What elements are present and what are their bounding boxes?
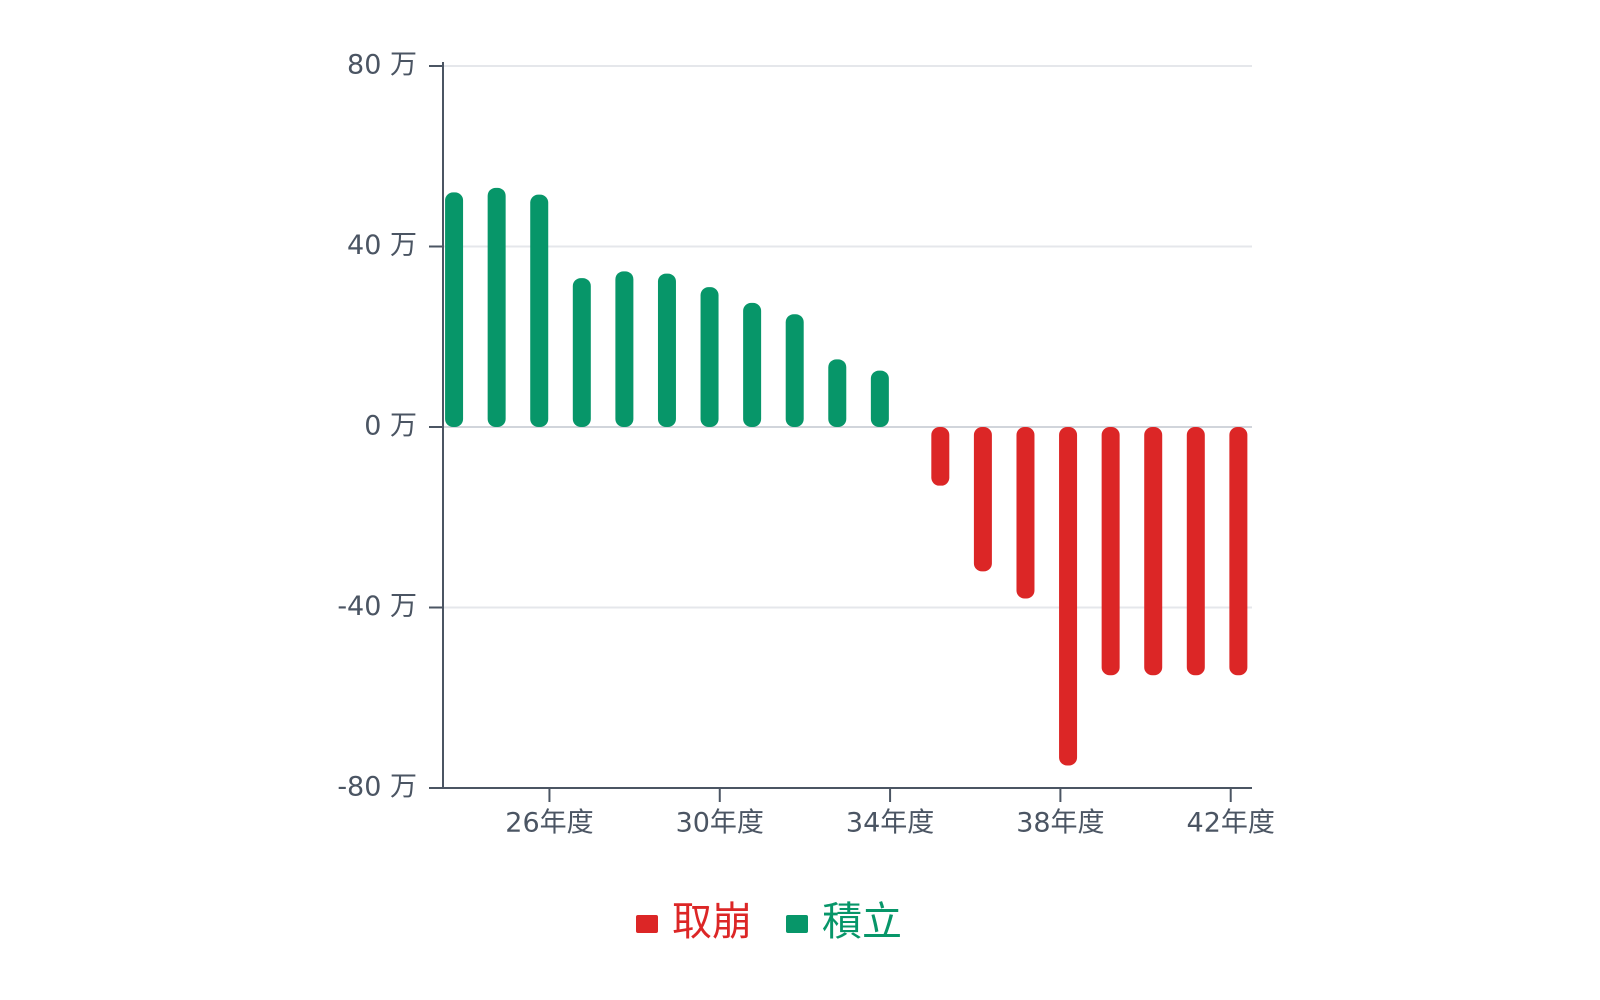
bar <box>445 192 464 427</box>
y-tick-label: -80 万 <box>337 772 417 803</box>
bar <box>1016 427 1035 599</box>
bar <box>615 271 634 427</box>
bar <box>870 370 889 427</box>
bar <box>487 187 506 427</box>
bar <box>1059 427 1078 766</box>
bar <box>1229 427 1248 676</box>
x-tick-label: 26年度 <box>505 808 593 839</box>
bar <box>1101 427 1120 676</box>
y-tick-label: 0 万 <box>364 411 417 442</box>
y-tick-label: 40 万 <box>347 230 417 261</box>
x-tick-label: 30年度 <box>676 808 764 839</box>
bar <box>931 427 950 486</box>
bar <box>785 314 804 427</box>
legend-text: 積立 <box>822 899 902 945</box>
x-tick-label: 34年度 <box>846 808 934 839</box>
bar <box>657 273 676 427</box>
y-tick-label: 80 万 <box>347 50 417 81</box>
bar <box>700 287 719 427</box>
legend-swatch <box>636 915 658 933</box>
bar <box>1186 427 1205 676</box>
bar <box>973 427 992 572</box>
x-tick-label: 38年度 <box>1016 808 1104 839</box>
legend-swatch <box>786 915 808 933</box>
legend-text: 取崩 <box>672 899 752 945</box>
bar <box>530 194 549 427</box>
y-tick-label: -40 万 <box>337 591 417 622</box>
bar <box>572 278 591 427</box>
bar <box>743 302 762 427</box>
x-tick-label: 42年度 <box>1187 808 1275 839</box>
bar <box>828 359 847 427</box>
bar <box>1144 427 1163 676</box>
